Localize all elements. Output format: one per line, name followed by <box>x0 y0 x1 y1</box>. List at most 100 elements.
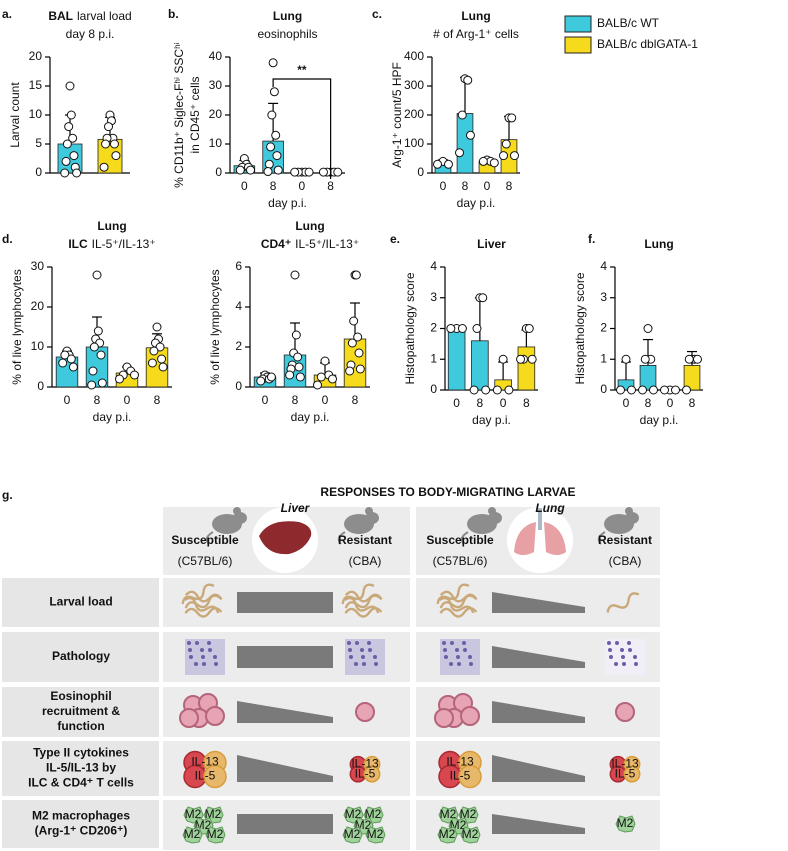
data-point <box>478 293 488 303</box>
cytokine-label: IL-5 <box>450 769 471 783</box>
cytokine-label: IL-13 <box>191 755 219 769</box>
data-point <box>660 385 670 395</box>
x-tick-label: 8 <box>506 179 513 193</box>
y-tick-label: 4 <box>600 259 607 273</box>
data-point <box>318 167 328 177</box>
data-point <box>273 165 283 175</box>
data-point <box>355 364 365 374</box>
data-point <box>64 122 74 132</box>
error-bar <box>621 361 631 380</box>
data-point <box>478 156 488 166</box>
x-tick-label: 8 <box>352 393 359 407</box>
x-tick-label: 0 <box>623 396 630 410</box>
panel-label: e. <box>390 232 400 246</box>
data-point <box>101 139 111 149</box>
cell <box>615 702 635 722</box>
data-point <box>489 158 499 168</box>
y-tick-label: 3 <box>600 290 607 304</box>
histology-nucleus <box>615 641 619 645</box>
macrophage <box>205 826 226 844</box>
x-tick-label: 0 <box>322 393 329 407</box>
data-point <box>157 354 167 364</box>
y-tick-label: 10 <box>31 339 45 353</box>
x-tick-label: 8 <box>462 179 469 193</box>
x-tick-label: 8 <box>327 179 334 193</box>
data-point <box>457 110 467 120</box>
y-axis-label: in CD45⁺ cells <box>188 76 202 153</box>
data-point <box>345 366 355 376</box>
histology-nucleus <box>362 662 366 666</box>
data-point <box>433 159 443 169</box>
data-point <box>443 159 453 169</box>
data-point <box>501 139 511 149</box>
row-label: recruitment & <box>42 704 120 718</box>
larva <box>344 606 383 618</box>
trend-shape <box>492 814 585 834</box>
y-tick-label: 30 <box>31 259 45 273</box>
data-point <box>638 385 648 395</box>
data-point <box>294 362 304 372</box>
x-tick-label: 8 <box>477 396 484 410</box>
data-point <box>457 324 467 333</box>
macrophage <box>615 815 636 833</box>
data-point <box>66 110 76 120</box>
data-point <box>313 380 323 390</box>
y-tick-label: 0 <box>35 165 42 179</box>
y-tick-label: 4 <box>235 299 242 313</box>
data-point <box>65 81 75 91</box>
error-bar <box>498 361 509 380</box>
row-label: M2 macrophages <box>32 809 130 823</box>
title-segment: ILC <box>68 237 88 251</box>
mouse-icon <box>205 507 247 545</box>
strain-label: (CBA) <box>349 554 382 568</box>
x-tick-label: 8 <box>523 396 530 410</box>
bar <box>456 113 474 174</box>
data-point <box>509 151 519 161</box>
title-segment: eosinophils <box>257 27 317 41</box>
y-tick-label: 30 <box>209 78 223 92</box>
row-label: IL-5/IL-13 by <box>46 761 116 775</box>
histology-nucleus <box>195 641 199 645</box>
data-point <box>469 385 479 395</box>
data-point <box>463 75 473 85</box>
trend-shape <box>237 592 333 613</box>
x-tick-label: 0 <box>124 393 131 407</box>
chart-title: BAL larval load <box>48 9 131 23</box>
legend-label: BALB/c WT <box>597 16 660 30</box>
histology-nucleus <box>187 641 191 645</box>
group-label: Susceptible <box>426 533 494 547</box>
x-tick-label: 0 <box>64 393 71 407</box>
data-point <box>97 378 107 388</box>
y-tick-label: 20 <box>209 107 223 121</box>
bar <box>517 346 536 391</box>
histology-nucleus <box>622 662 626 666</box>
data-point <box>648 385 658 395</box>
x-tick-label: 0 <box>262 393 269 407</box>
panel-title: RESPONSES TO BODY-MIGRATING LARVAE <box>320 485 575 499</box>
data-point <box>66 354 76 364</box>
y-tick-label: 200 <box>404 107 424 121</box>
row-label-box <box>2 578 159 627</box>
histology-nucleus <box>207 641 211 645</box>
liver-icon <box>259 521 312 555</box>
y-tick-label: 20 <box>31 299 45 313</box>
data-point <box>149 346 159 356</box>
macrophage-label: M2 <box>617 816 634 830</box>
panel-label: a. <box>2 7 12 21</box>
x-tick-label: 0 <box>453 396 460 410</box>
mouse-head <box>625 512 639 524</box>
histology-nucleus <box>347 641 351 645</box>
data-point <box>304 167 314 177</box>
row-label: Pathology <box>52 649 110 663</box>
bar <box>447 328 466 391</box>
mouse-ear <box>625 507 633 515</box>
title-segment: Liver <box>477 237 506 251</box>
y-tick-label: 100 <box>404 136 424 150</box>
histology-nucleus <box>374 662 378 666</box>
x-axis-label: day p.i. <box>268 196 307 210</box>
x-tick-label: 8 <box>645 396 652 410</box>
y-tick-label: 0 <box>417 165 424 179</box>
macrophage-label: M2 <box>365 807 382 821</box>
macrophage-label: M2 <box>185 807 202 821</box>
row-label-box <box>2 687 159 737</box>
